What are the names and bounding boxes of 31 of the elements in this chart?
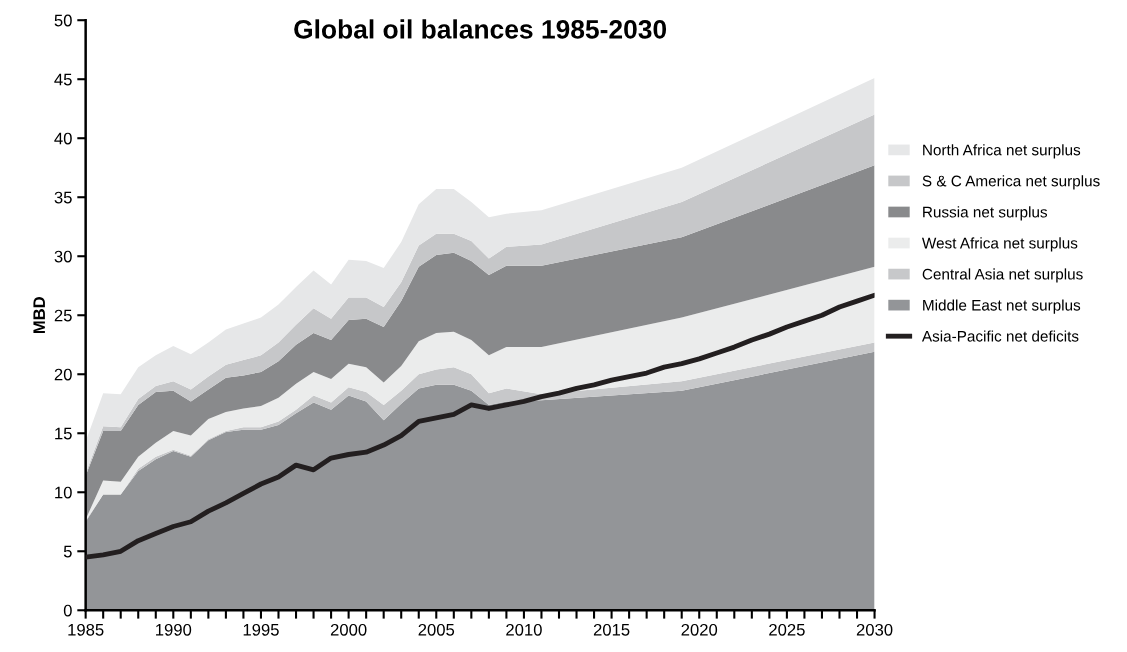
x-tick-label: 2005 (418, 623, 455, 636)
y-tick-label: 50 (54, 14, 72, 27)
y-tick-label: 30 (54, 250, 72, 263)
x-tick-label: 2025 (769, 623, 805, 636)
x-tick-label: 2030 (856, 623, 893, 636)
legend-label: Russia net surplus (923, 206, 1048, 221)
legend-label: S & C America net surplus (922, 175, 1100, 190)
x-tick-label: 2020 (681, 623, 718, 636)
legend-label: Central Asia net surplus (922, 268, 1083, 283)
legend-label: North Africa net surplus (923, 144, 1081, 159)
x-tick-label: 1985 (68, 623, 104, 636)
legend-label: Middle East net surplus (923, 299, 1081, 314)
x-tick-label: 1995 (243, 623, 279, 636)
y-tick-label: 15 (55, 427, 72, 440)
y-tick-label: 40 (54, 132, 72, 145)
line-series (85, 292, 875, 560)
y-tick-label: 20 (54, 368, 72, 381)
y-tick-label: 25 (54, 309, 72, 322)
chart-title: Global oil balances 1985-2030 (294, 19, 667, 39)
y-tick-label: 35 (54, 191, 72, 204)
x-tick-label: 2015 (593, 623, 630, 636)
y-tick-label: 10 (55, 486, 72, 499)
x-tick-label: 1990 (156, 623, 192, 636)
x-tick-label: 2000 (330, 623, 367, 636)
legend-label: West Africa net surplus (921, 237, 1078, 252)
y-tick-label: 5 (63, 545, 72, 558)
x-tick-label: 2010 (506, 623, 542, 636)
y-axis-title: MBD (33, 296, 45, 334)
legend-label: Asia-Pacific net deficits (921, 330, 1079, 342)
y-tick-label: 45 (54, 73, 72, 86)
y-tick-label: 0 (63, 604, 72, 617)
